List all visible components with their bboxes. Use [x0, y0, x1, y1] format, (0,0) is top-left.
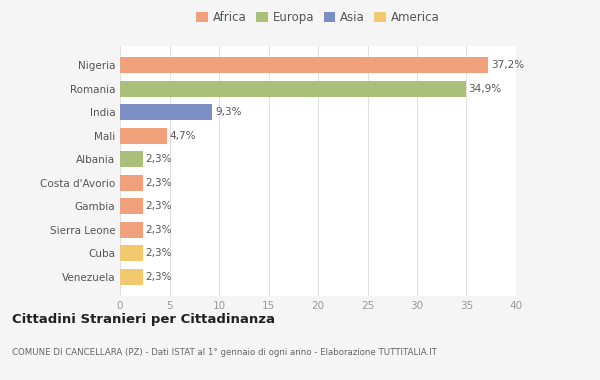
Bar [120, 128, 167, 144]
Text: 2,3%: 2,3% [146, 225, 172, 235]
Bar [120, 269, 143, 285]
Text: 2,3%: 2,3% [146, 201, 172, 211]
Text: 2,3%: 2,3% [146, 178, 172, 188]
Bar [120, 222, 143, 238]
Bar [120, 174, 143, 191]
Bar [120, 151, 143, 168]
Text: 2,3%: 2,3% [146, 154, 172, 164]
Text: 2,3%: 2,3% [146, 272, 172, 282]
Bar [120, 57, 488, 73]
Bar [120, 198, 143, 214]
Text: 9,3%: 9,3% [215, 107, 242, 117]
Text: Cittadini Stranieri per Cittadinanza: Cittadini Stranieri per Cittadinanza [12, 314, 275, 326]
Legend: Africa, Europa, Asia, America: Africa, Europa, Asia, America [194, 9, 442, 27]
Text: 2,3%: 2,3% [146, 248, 172, 258]
Text: 37,2%: 37,2% [491, 60, 524, 70]
Text: COMUNE DI CANCELLARA (PZ) - Dati ISTAT al 1° gennaio di ogni anno - Elaborazione: COMUNE DI CANCELLARA (PZ) - Dati ISTAT a… [12, 348, 437, 357]
Bar [120, 81, 466, 97]
Bar [120, 245, 143, 261]
Text: 34,9%: 34,9% [469, 84, 502, 94]
Text: 4,7%: 4,7% [170, 131, 196, 141]
Bar [120, 104, 212, 120]
